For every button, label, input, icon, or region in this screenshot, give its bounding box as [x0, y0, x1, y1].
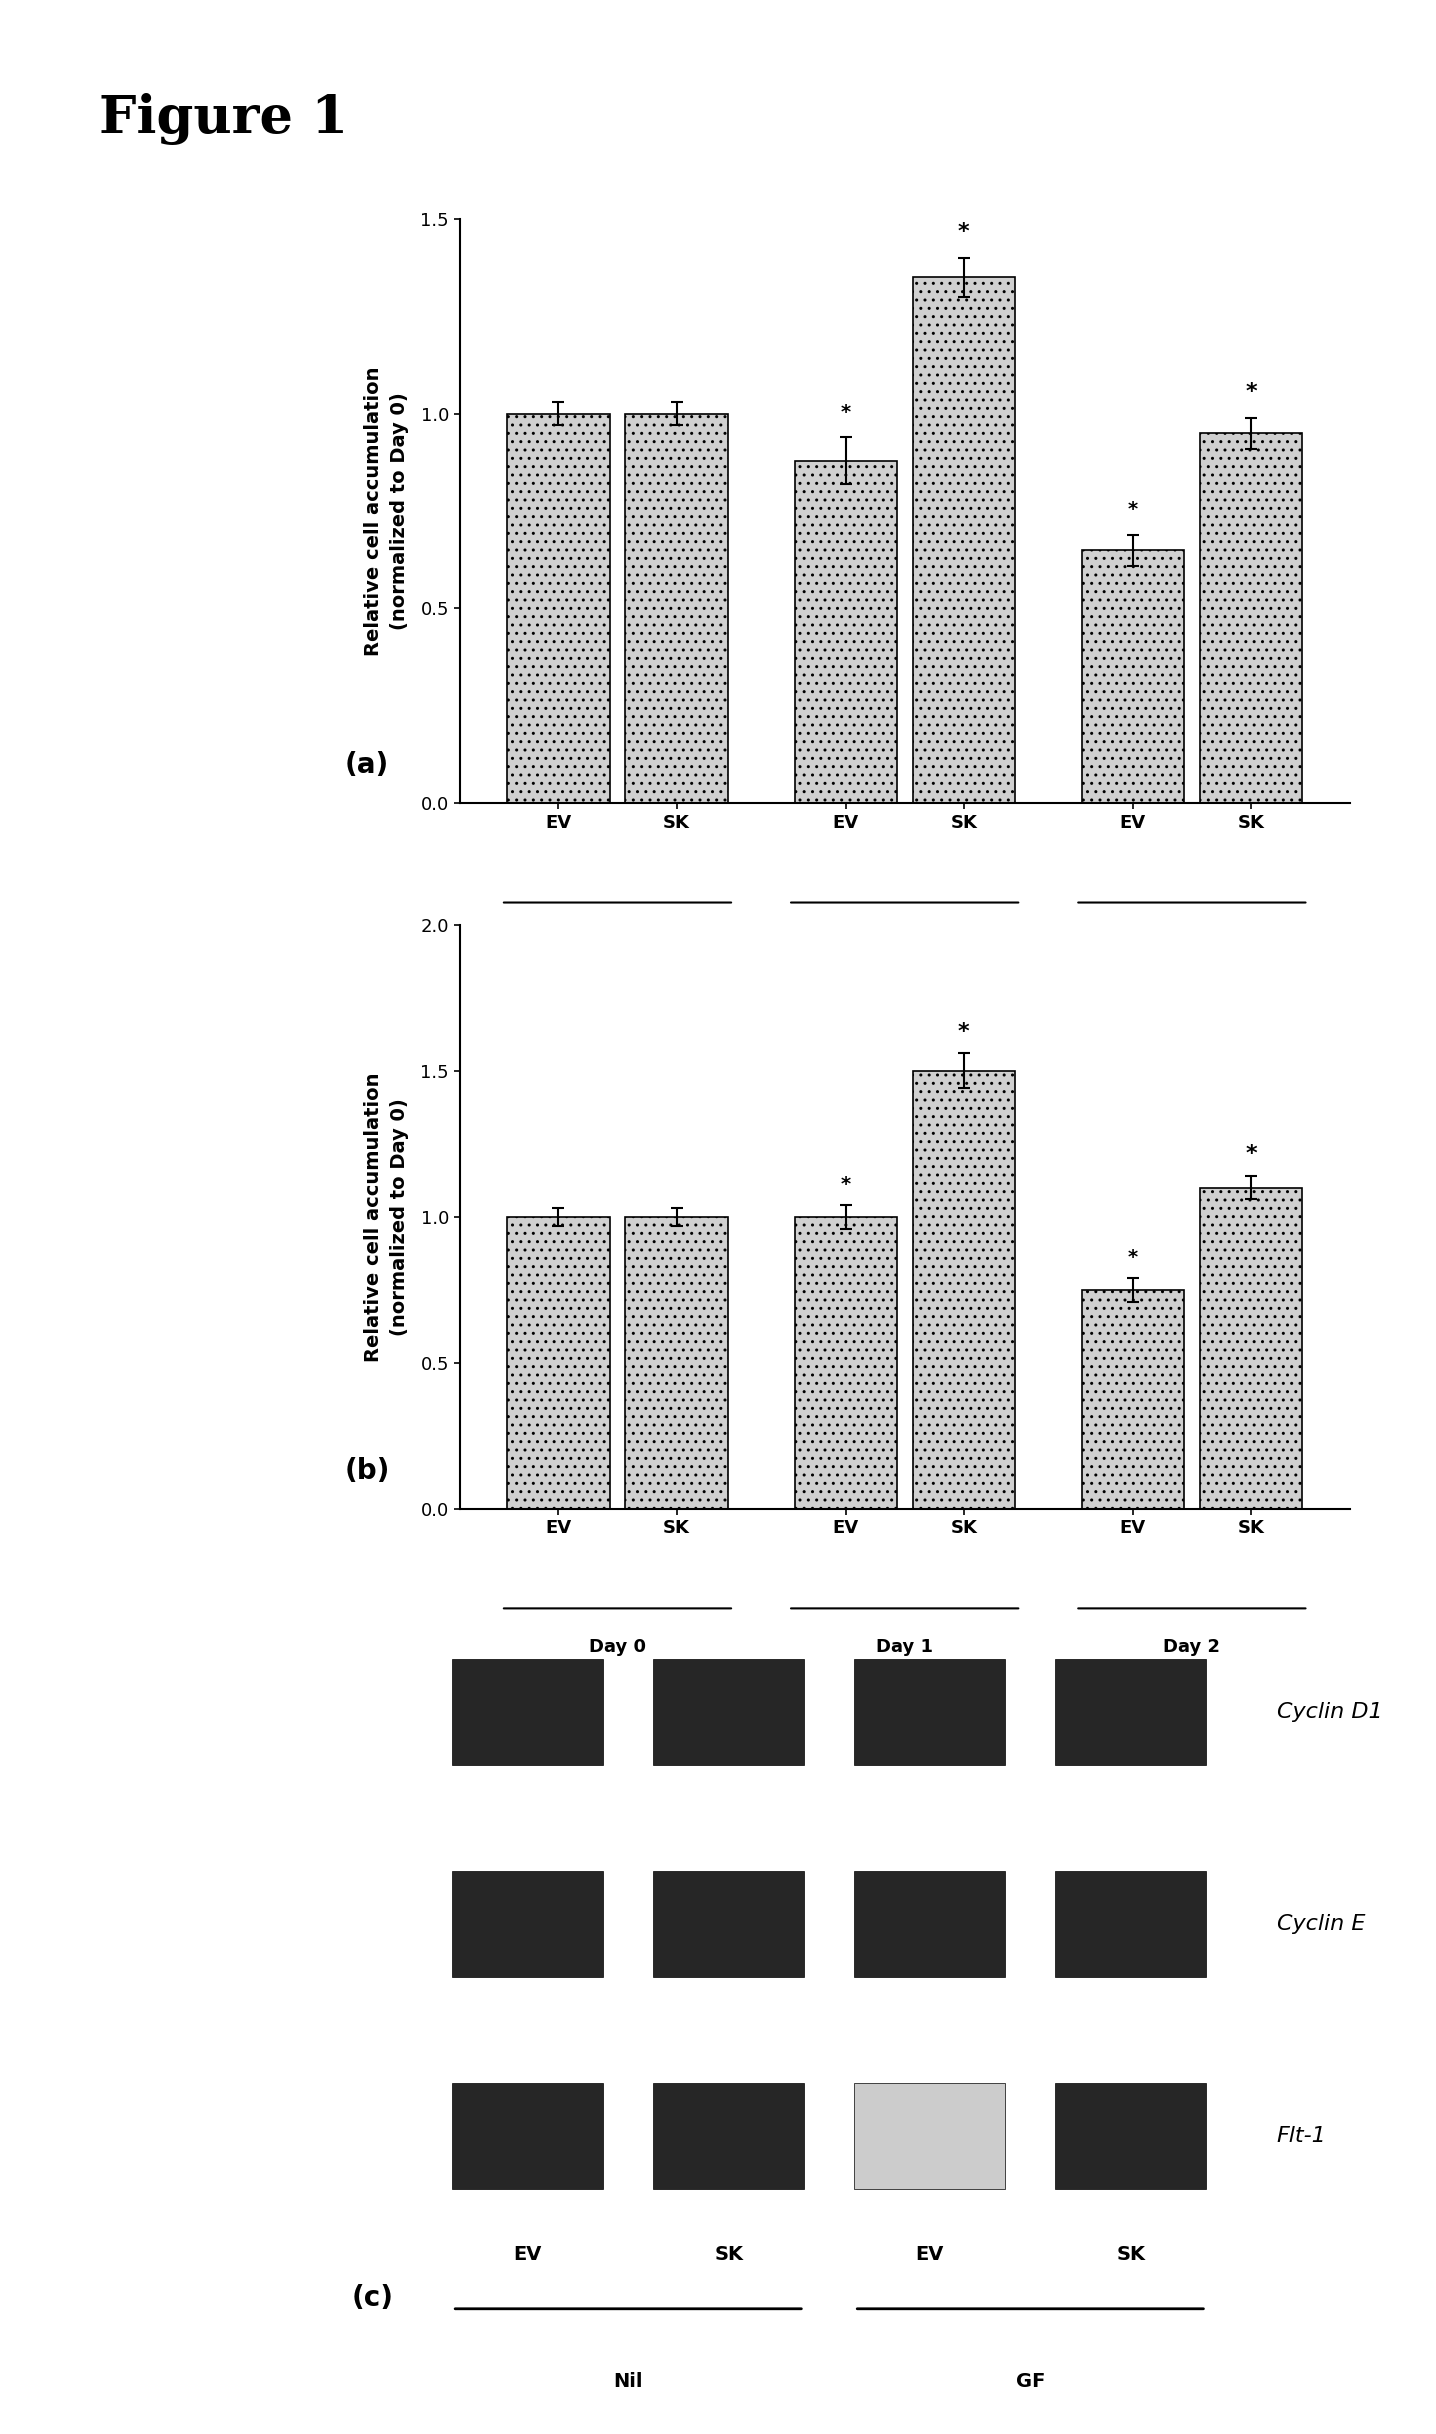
Bar [507, 414, 609, 803]
Bar [794, 460, 896, 803]
FancyBboxPatch shape [1055, 2084, 1206, 2188]
Text: Nil: Nil [613, 2373, 643, 2390]
Text: Figure 1: Figure 1 [99, 92, 348, 146]
Bar [626, 414, 728, 803]
FancyBboxPatch shape [1055, 1872, 1206, 1976]
FancyBboxPatch shape [854, 1660, 1005, 1765]
Bar [913, 277, 1015, 803]
Text: (a): (a) [345, 750, 389, 779]
Text: Cyclin E: Cyclin E [1277, 1913, 1366, 1935]
Text: *: * [1127, 499, 1137, 518]
Bar [1200, 433, 1302, 803]
Text: GF: GF [1015, 2373, 1045, 2390]
Bar [626, 1217, 728, 1509]
Text: *: * [958, 221, 969, 243]
Text: *: * [958, 1022, 969, 1042]
Bar [1081, 550, 1183, 803]
Text: Day 2: Day 2 [1163, 1638, 1221, 1655]
Text: Day 1: Day 1 [876, 1638, 933, 1655]
FancyBboxPatch shape [1055, 1660, 1206, 1765]
Text: *: * [840, 402, 850, 421]
Text: SK: SK [714, 2244, 744, 2264]
FancyBboxPatch shape [854, 1872, 1005, 1976]
Text: *: * [1245, 382, 1256, 402]
Text: Day 0: Day 0 [589, 932, 646, 949]
Text: EV: EV [916, 2244, 943, 2264]
Text: (b): (b) [345, 1456, 391, 1485]
FancyBboxPatch shape [452, 2084, 603, 2188]
Bar [1200, 1188, 1302, 1509]
Y-axis label: Relative cell accumulation
(normalized to Day 0): Relative cell accumulation (normalized t… [363, 1073, 409, 1361]
Bar [913, 1071, 1015, 1509]
Text: *: * [840, 1176, 850, 1193]
Bar [507, 1217, 609, 1509]
Text: (c): (c) [352, 2283, 393, 2312]
Text: *: * [1245, 1144, 1256, 1163]
FancyBboxPatch shape [653, 1872, 804, 1976]
Text: Flt-1: Flt-1 [1277, 2125, 1327, 2147]
Text: *: * [1127, 1249, 1137, 1266]
Y-axis label: Relative cell accumulation
(normalized to Day 0): Relative cell accumulation (normalized t… [363, 368, 409, 655]
Text: EV: EV [514, 2244, 541, 2264]
FancyBboxPatch shape [452, 1872, 603, 1976]
FancyBboxPatch shape [653, 2084, 804, 2188]
Text: Day 0: Day 0 [589, 1638, 646, 1655]
Text: SK: SK [1116, 2244, 1146, 2264]
FancyBboxPatch shape [854, 2084, 1005, 2188]
Text: Day 2: Day 2 [1163, 932, 1221, 949]
Bar [794, 1217, 896, 1509]
FancyBboxPatch shape [653, 1660, 804, 1765]
Bar [1081, 1290, 1183, 1509]
FancyBboxPatch shape [452, 1660, 603, 1765]
Text: Day 1: Day 1 [876, 932, 933, 949]
Text: Cyclin D1: Cyclin D1 [1277, 1701, 1383, 1723]
